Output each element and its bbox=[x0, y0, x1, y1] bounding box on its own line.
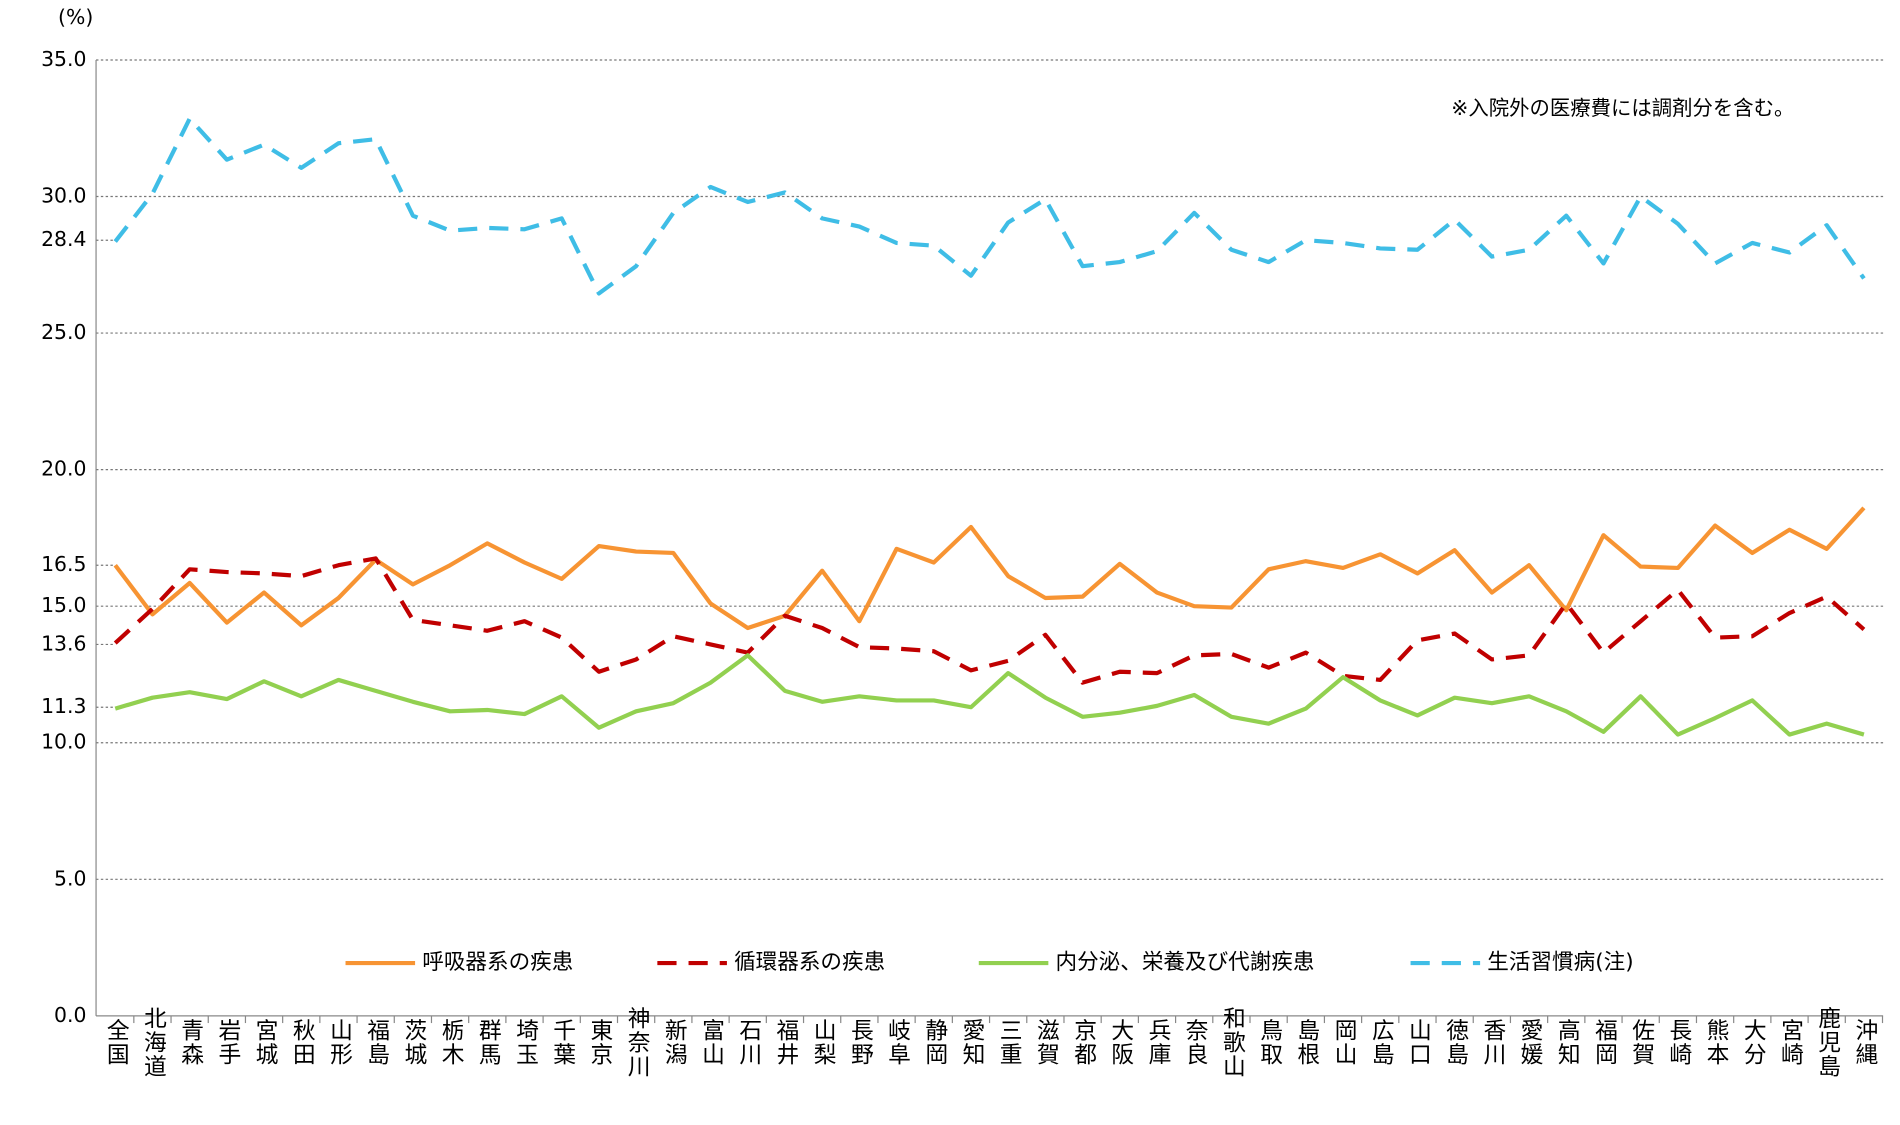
y-tick-label: 13.6 bbox=[41, 631, 86, 655]
y-tick-label: 0.0 bbox=[54, 1003, 86, 1027]
x-tick-label: 静岡 bbox=[921, 1018, 947, 1066]
legend-label: 呼吸器系の疾患 bbox=[422, 950, 573, 975]
x-tick-label: 福島 bbox=[363, 1018, 389, 1066]
x-tick-label: 石川 bbox=[735, 1018, 761, 1066]
y-tick-label: 5.0 bbox=[54, 866, 86, 890]
y-tick-label: 15.0 bbox=[41, 593, 86, 617]
x-tick-label: 三重 bbox=[996, 1018, 1022, 1066]
x-tick-label: 千葉 bbox=[549, 1018, 575, 1066]
series-line bbox=[113, 116, 1866, 296]
x-tick-label: 鳥取 bbox=[1256, 1018, 1282, 1066]
x-tick-label: 滋賀 bbox=[1033, 1018, 1059, 1066]
x-tick-label: 山形 bbox=[326, 1018, 352, 1066]
x-tick-label: 愛媛 bbox=[1517, 1018, 1543, 1066]
legend-label: 生活習慣病(注) bbox=[1487, 950, 1633, 975]
x-tick-label: 山梨 bbox=[810, 1018, 836, 1066]
x-tick-label: 宮崎 bbox=[1777, 1018, 1803, 1066]
x-tick-label: 大阪 bbox=[1107, 1018, 1133, 1066]
x-tick-label: 福井 bbox=[772, 1018, 798, 1066]
x-tick-label: 京都 bbox=[1070, 1018, 1096, 1066]
y-tick-label: 10.0 bbox=[41, 730, 86, 754]
x-tick-label: 青森 bbox=[177, 1018, 203, 1066]
x-tick-label: 岐阜 bbox=[884, 1018, 910, 1066]
x-tick-label: 秋田 bbox=[289, 1018, 315, 1066]
legend-label: 循環器系の疾患 bbox=[734, 950, 885, 975]
annotation: ※入院外の医療費には調剤分を含む。 bbox=[1451, 96, 1794, 120]
x-tick-label: 岡山 bbox=[1331, 1018, 1357, 1066]
y-tick-label: 35.0 bbox=[41, 47, 86, 71]
x-tick-label: 栃木 bbox=[438, 1018, 464, 1066]
x-tick-label: 佐賀 bbox=[1628, 1018, 1654, 1066]
x-tick-label: 大分 bbox=[1740, 1018, 1766, 1066]
x-tick-label: 岩手 bbox=[214, 1018, 240, 1066]
x-tick-label: 奈良 bbox=[1182, 1018, 1208, 1066]
x-tick-label: 群馬 bbox=[475, 1018, 501, 1066]
y-tick-label: 30.0 bbox=[41, 184, 86, 208]
x-tick-label: 広島 bbox=[1368, 1018, 1394, 1066]
x-tick-label: 愛知 bbox=[958, 1018, 984, 1066]
x-tick-label: 福岡 bbox=[1591, 1018, 1617, 1066]
x-tick-label: 長崎 bbox=[1665, 1018, 1691, 1066]
y-tick-label: 16.5 bbox=[41, 552, 86, 576]
x-tick-label: 山口 bbox=[1405, 1018, 1431, 1066]
y-tick-label: 25.0 bbox=[41, 320, 86, 344]
x-tick-label: 高知 bbox=[1554, 1018, 1580, 1066]
x-tick-label: 島根 bbox=[1293, 1018, 1319, 1066]
x-tick-label: 東京 bbox=[586, 1018, 612, 1066]
x-tick-label: 鹿児島 bbox=[1814, 1006, 1840, 1078]
series-line bbox=[113, 556, 1866, 685]
y-unit: (%) bbox=[58, 5, 93, 29]
series-line bbox=[114, 653, 1865, 737]
y-tick-label: 20.0 bbox=[41, 457, 86, 481]
x-tick-label: 熊本 bbox=[1703, 1018, 1729, 1066]
y-tick-label: 11.3 bbox=[41, 694, 86, 718]
x-tick-label: 和歌山 bbox=[1219, 1006, 1245, 1078]
series-line bbox=[113, 506, 1866, 631]
x-tick-label: 神奈川 bbox=[624, 1006, 650, 1078]
x-tick-label: 富山 bbox=[698, 1018, 724, 1066]
x-tick-label: 徳島 bbox=[1442, 1018, 1468, 1066]
x-tick-label: 埼玉 bbox=[512, 1018, 538, 1066]
x-tick-label: 新潟 bbox=[661, 1018, 687, 1066]
x-tick-label: 全国 bbox=[103, 1018, 129, 1066]
x-tick-label: 兵庫 bbox=[1145, 1018, 1171, 1066]
x-tick-label: 長野 bbox=[847, 1018, 873, 1066]
x-tick-label: 茨城 bbox=[400, 1018, 426, 1066]
x-tick-label: 宮城 bbox=[252, 1018, 278, 1066]
y-tick-label: 28.4 bbox=[41, 227, 86, 251]
x-tick-label: 香川 bbox=[1479, 1018, 1505, 1066]
legend-label: 内分泌、栄養及び代謝疾患 bbox=[1056, 950, 1315, 975]
x-tick-label: 北海道 bbox=[140, 1006, 166, 1078]
x-tick-label: 沖縄 bbox=[1851, 1018, 1877, 1066]
